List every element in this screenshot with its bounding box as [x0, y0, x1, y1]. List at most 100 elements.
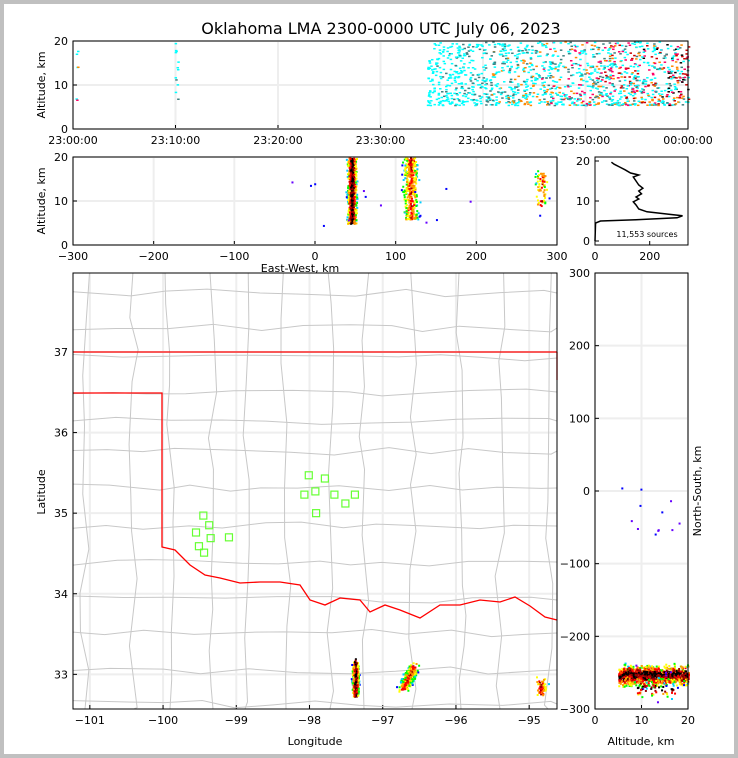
time-alt-source-point	[640, 45, 644, 48]
time-alt-source-point	[618, 80, 622, 82]
time-alt-source-point	[523, 47, 527, 50]
time-alt-source-point	[428, 102, 432, 104]
time-alt-source-point	[646, 104, 649, 106]
time-alt-source-point	[589, 78, 592, 80]
time-alt-source-point	[629, 104, 632, 106]
time-alt-source-point	[615, 65, 618, 68]
time-alt-source-point	[586, 62, 589, 65]
time-alt-source-point	[530, 76, 533, 79]
time-alt-source-point	[559, 76, 563, 79]
time-alt-source-point	[625, 87, 629, 90]
time-alt-source-point	[431, 91, 435, 94]
alt-ns-source-point	[639, 678, 642, 681]
ew-alt-source-point	[353, 217, 356, 220]
time-alt-source-point	[524, 97, 527, 99]
time-alt-source-point	[575, 100, 579, 102]
time-alt-source-point	[557, 65, 560, 68]
map-source-point	[406, 688, 409, 691]
map-source-point	[539, 689, 542, 692]
map-source-point	[411, 667, 414, 670]
alt-ns-source-point	[627, 665, 630, 668]
ew-alt-source-point	[405, 210, 408, 213]
time-alt-source-point	[624, 51, 627, 54]
ew-alt-source-point	[402, 178, 405, 181]
time-alt-source-point	[532, 85, 535, 87]
time-alt-source-point	[674, 87, 678, 89]
ew-alt-source-point	[411, 179, 414, 182]
time-alt-source-point	[457, 99, 461, 101]
alt-ns-source-point	[679, 682, 682, 685]
ew-alt-tick-label-x: −100	[219, 250, 249, 263]
alt-ns-source-point	[681, 684, 684, 687]
time-alt-source-point	[463, 92, 466, 95]
time-alt-source-point	[609, 93, 612, 95]
altitude-profile-line	[594, 161, 683, 242]
time-alt-source-point	[672, 97, 676, 99]
time-alt-source-point	[501, 48, 505, 50]
ew-alt-source-point	[354, 185, 357, 188]
alt-ns-source-point	[683, 680, 686, 683]
map-source-point	[398, 686, 401, 689]
time-alt-source-point	[521, 96, 525, 98]
ns-xlabel: Altitude, km	[607, 735, 674, 748]
time-alt-source-point	[614, 57, 617, 59]
time-alt-source-point	[653, 49, 656, 52]
time-alt-source-point	[638, 101, 642, 103]
time-alt-source-point	[673, 85, 677, 88]
alt-ns-source-point	[652, 681, 655, 684]
time-alt-source-point	[437, 104, 441, 106]
ew-alt-source-point	[542, 174, 545, 177]
time-alt-source-point	[554, 63, 557, 65]
time-alt-source-point	[633, 41, 637, 43]
time-alt-source-point	[612, 64, 615, 66]
time-alt-source-point	[507, 104, 511, 107]
time-alt-source-point	[458, 104, 461, 107]
map-source-point	[541, 686, 544, 689]
alt-ns-source-point	[631, 669, 634, 672]
map-source-point	[356, 681, 359, 684]
ew-alt-source-point	[539, 177, 542, 180]
alt-ns-source-point	[622, 670, 625, 673]
time-alt-source-point	[493, 66, 497, 68]
time-alt-source-point	[674, 71, 677, 74]
map-source-point	[352, 672, 355, 675]
time-alt-source-point	[498, 87, 502, 90]
time-alt-source-point	[632, 97, 636, 100]
time-alt-source-point	[469, 80, 473, 82]
time-alt-source-point	[653, 102, 657, 104]
time-alt-source-point	[508, 68, 512, 70]
map-source-point	[415, 662, 418, 665]
ew-alt-source-point	[350, 202, 353, 205]
time-alt-source-point	[572, 62, 576, 65]
ew-alt-source-point	[410, 185, 413, 188]
county-line	[72, 699, 558, 709]
time-alt-source-point	[470, 59, 473, 62]
ew-alt-source-point	[413, 192, 416, 195]
time-alt-source-point	[601, 94, 604, 96]
alt-ns-source-point	[657, 676, 660, 679]
map-source-point	[401, 686, 404, 689]
ew-alt-source-point	[412, 192, 415, 195]
time-alt-source-point	[562, 103, 565, 105]
time-alt-source-point	[431, 72, 435, 74]
time-alt-source-point	[591, 79, 595, 81]
time-alt-source-point	[457, 76, 460, 79]
time-alt-source-point	[469, 72, 473, 74]
ew-alt-source-point	[413, 201, 416, 204]
alt-ns-source-point	[654, 686, 657, 689]
time-alt-source-point	[577, 67, 581, 70]
time-alt-source-point	[593, 68, 597, 70]
time-alt-source-point	[559, 98, 563, 100]
time-alt-source-point	[658, 93, 661, 95]
ew-alt-source-point	[405, 217, 408, 220]
ew-alt-source-point	[351, 197, 354, 200]
alt-ns-source-point	[641, 681, 644, 684]
hist-tick-label-y: 0	[583, 235, 590, 248]
time-alt-source-point	[529, 101, 533, 103]
ew-alt-source-point	[410, 217, 413, 220]
time-alt-source-point	[502, 69, 505, 72]
time-alt-source-point	[633, 93, 637, 95]
time-alt-source-point	[554, 67, 557, 70]
time-alt-source-point	[522, 59, 525, 62]
alt-ns-source-point	[638, 691, 641, 694]
